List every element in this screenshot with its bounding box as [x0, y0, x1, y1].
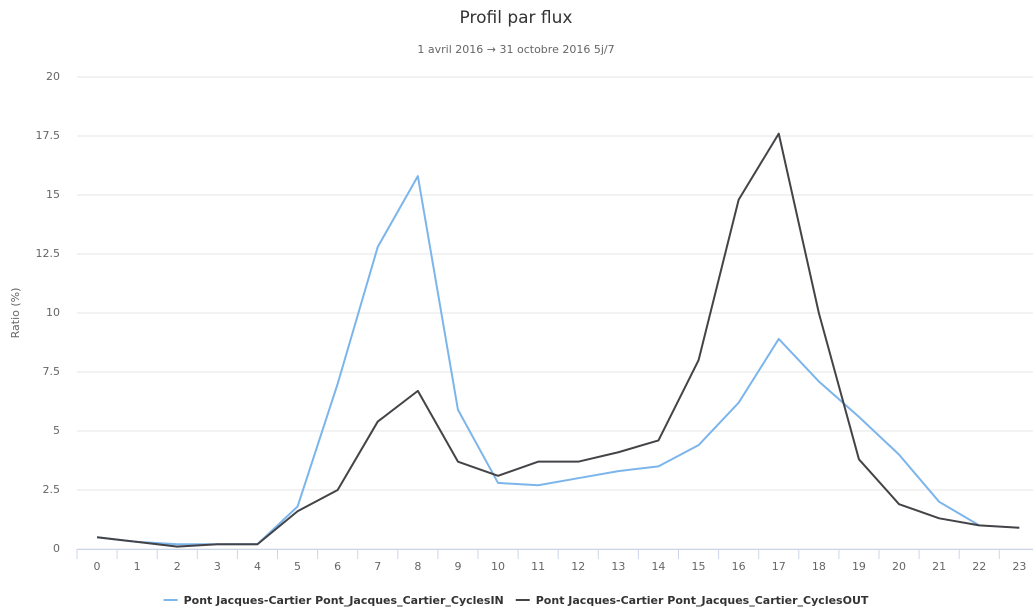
x-tick-label: 3: [214, 560, 221, 573]
x-tick-label: 22: [972, 560, 986, 573]
x-tick-label: 12: [571, 560, 585, 573]
x-tick-label: 5: [294, 560, 301, 573]
x-tick-label: 0: [94, 560, 101, 573]
x-tick-label: 15: [692, 560, 706, 573]
x-tick-label: 21: [932, 560, 946, 573]
y-tick-label: 2.5: [43, 483, 61, 496]
x-tick-label: 14: [651, 560, 665, 573]
y-tick-label: 5: [53, 424, 60, 437]
x-tick-label: 23: [1012, 560, 1026, 573]
chart-subtitle: 1 avril 2016 → 31 octobre 2016 5j/7: [417, 43, 614, 56]
y-tick-label: 7.5: [43, 365, 61, 378]
y-tick-label: 0: [53, 542, 60, 555]
x-tick-label: 17: [772, 560, 786, 573]
y-tick-label: 20: [46, 70, 60, 83]
x-tick-label: 11: [531, 560, 545, 573]
y-axis-label: Ratio (%): [9, 288, 22, 339]
chart-title: Profil par flux: [460, 8, 573, 28]
legend-label: Pont Jacques-Cartier Pont_Jacques_Cartie…: [536, 594, 869, 607]
x-tick-label: 9: [454, 560, 461, 573]
x-tick-label: 2: [174, 560, 181, 573]
series-line: [96, 132, 1020, 548]
x-tick-label: 6: [334, 560, 341, 573]
x-tick-label: 18: [812, 560, 826, 573]
x-tick-label: 16: [732, 560, 746, 573]
x-tick-label: 7: [374, 560, 381, 573]
y-tick-label: 12.5: [36, 247, 61, 260]
x-tick-label: 1: [134, 560, 141, 573]
series-line: [96, 175, 980, 546]
x-tick-label: 4: [254, 560, 261, 573]
x-tick-label: 8: [414, 560, 421, 573]
y-tick-label: 17.5: [36, 129, 61, 142]
x-tick-label: 13: [611, 560, 625, 573]
x-tick-label: 19: [852, 560, 866, 573]
legend-label: Pont Jacques-Cartier Pont_Jacques_Cartie…: [184, 594, 504, 607]
y-tick-label: 15: [46, 188, 60, 201]
x-tick-label: 20: [892, 560, 906, 573]
x-tick-label: 10: [491, 560, 505, 573]
y-tick-label: 10: [46, 306, 60, 319]
